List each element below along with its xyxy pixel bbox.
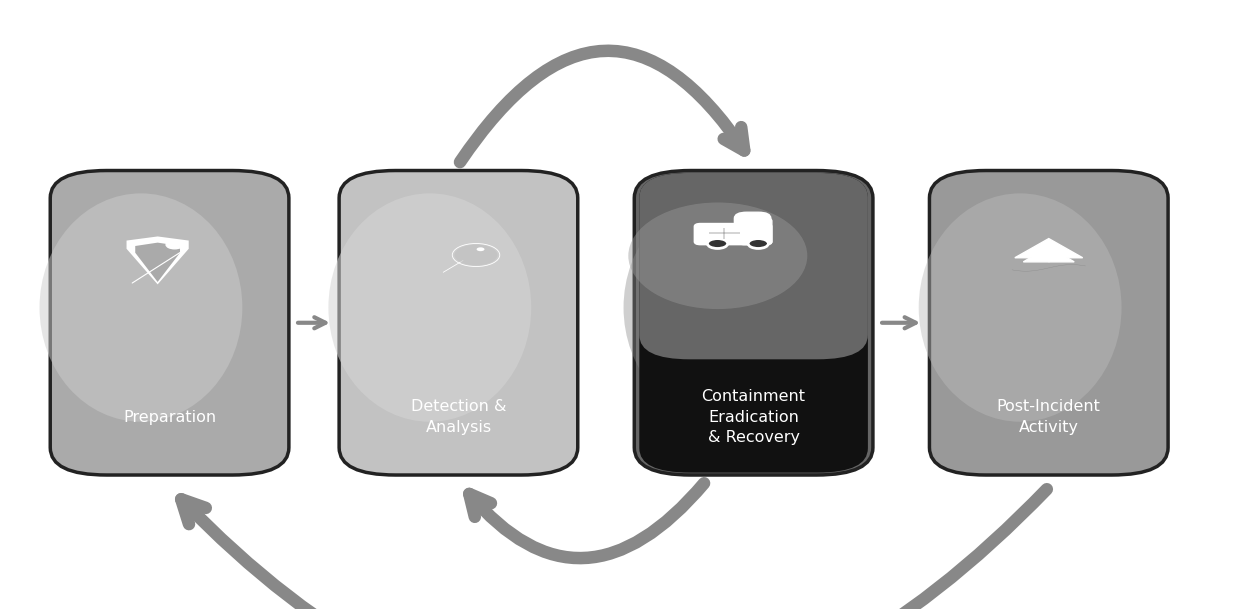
FancyBboxPatch shape <box>735 213 771 228</box>
FancyBboxPatch shape <box>639 173 868 359</box>
Polygon shape <box>136 242 180 282</box>
FancyBboxPatch shape <box>634 171 873 475</box>
FancyBboxPatch shape <box>695 224 772 245</box>
Polygon shape <box>127 236 188 284</box>
Polygon shape <box>1024 247 1074 262</box>
Polygon shape <box>1015 239 1083 258</box>
Ellipse shape <box>628 203 808 309</box>
Ellipse shape <box>39 194 242 422</box>
FancyBboxPatch shape <box>929 171 1168 475</box>
FancyBboxPatch shape <box>50 171 289 475</box>
Circle shape <box>166 241 183 248</box>
FancyBboxPatch shape <box>639 173 868 473</box>
Ellipse shape <box>623 194 826 422</box>
Text: Containment
Eradication
& Recovery: Containment Eradication & Recovery <box>702 389 805 445</box>
Circle shape <box>476 247 485 251</box>
Circle shape <box>749 239 769 248</box>
FancyBboxPatch shape <box>739 218 772 245</box>
FancyBboxPatch shape <box>339 171 578 475</box>
Circle shape <box>455 245 497 266</box>
Ellipse shape <box>328 194 531 422</box>
Text: Detection &
Analysis: Detection & Analysis <box>411 400 506 435</box>
Ellipse shape <box>918 194 1122 422</box>
Circle shape <box>707 239 727 248</box>
Text: Preparation: Preparation <box>123 410 216 424</box>
Text: Post-Incident
Activity: Post-Incident Activity <box>997 400 1100 435</box>
